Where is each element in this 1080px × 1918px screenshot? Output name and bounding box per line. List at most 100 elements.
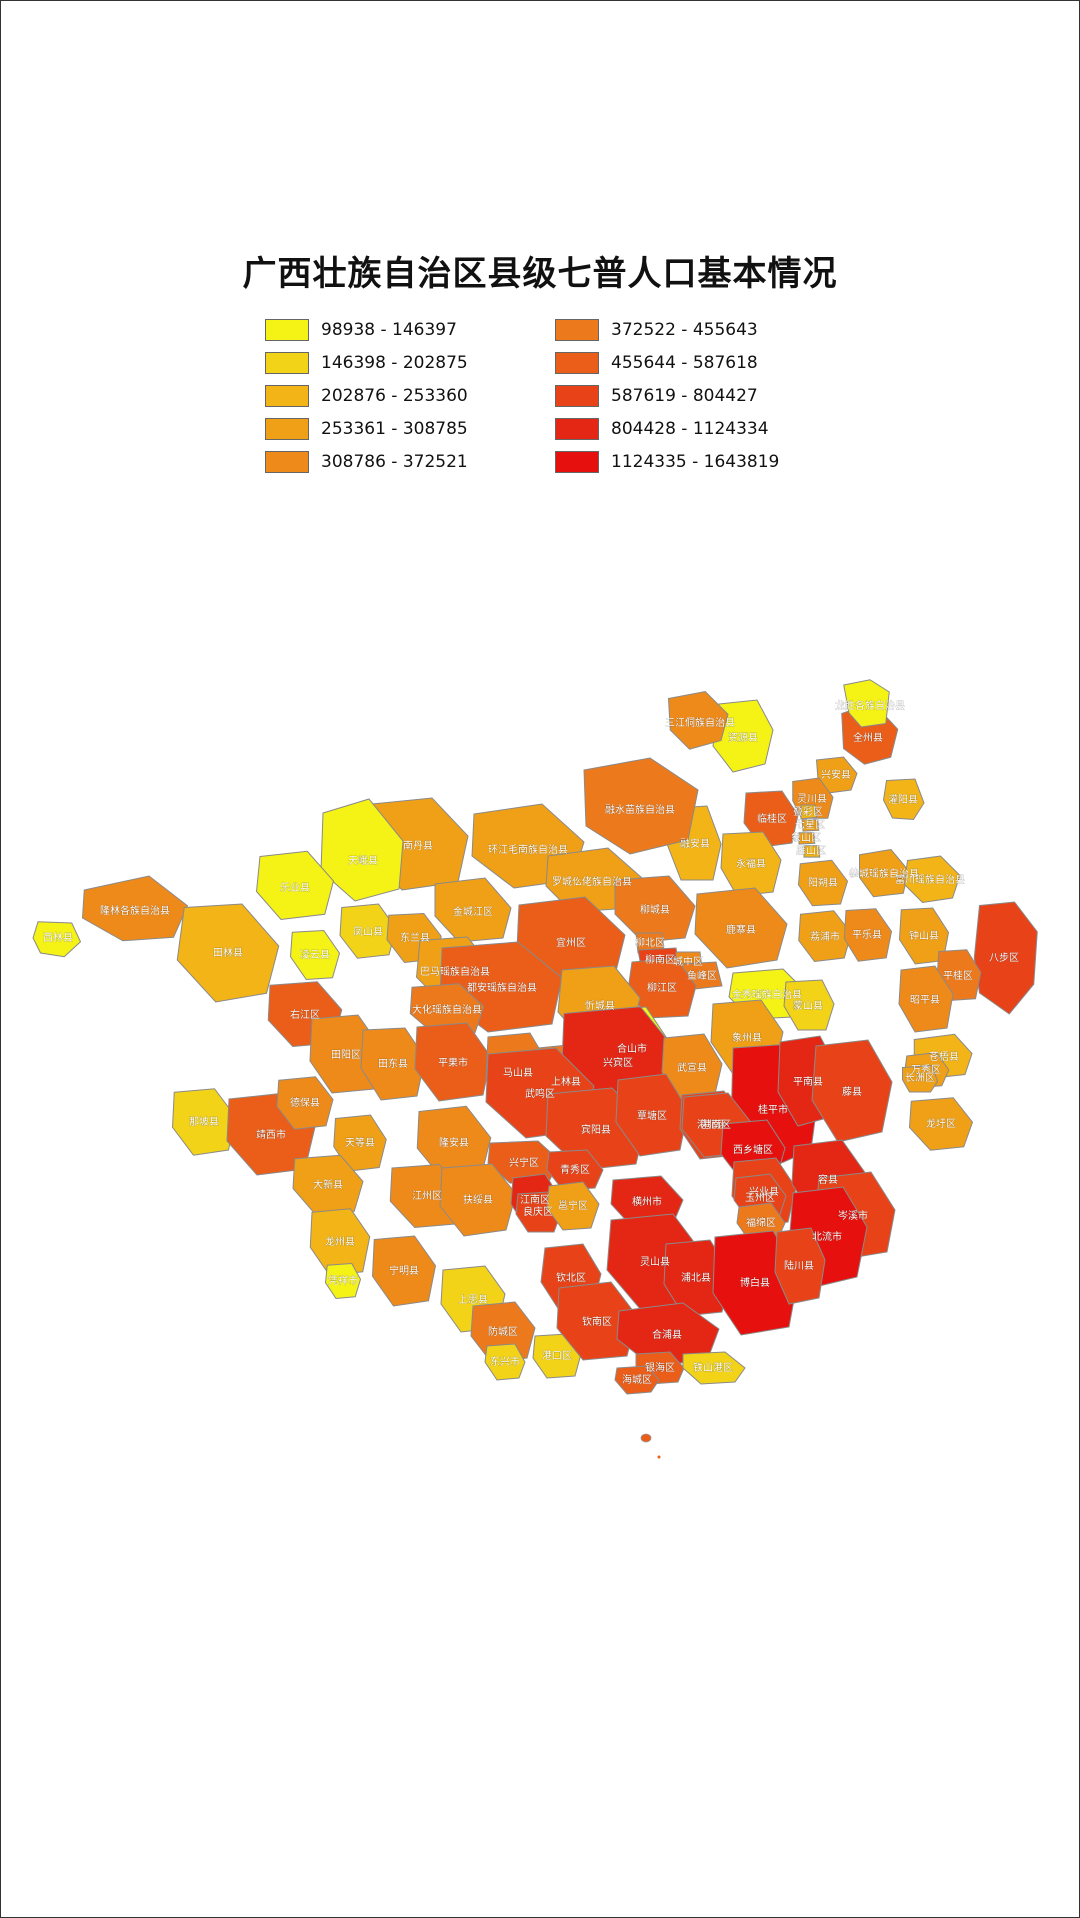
region-label: 临桂区 [757, 812, 787, 825]
region-label: 东兰县 [400, 931, 430, 944]
region-label: 西乡塘区 [733, 1143, 773, 1156]
region-14 [797, 859, 849, 907]
region-79 [546, 1149, 604, 1191]
region-label: 扶绥县 [463, 1193, 493, 1206]
legend-label: 372522 - 455643 [611, 320, 758, 340]
region-label: 龙圩区 [926, 1117, 956, 1130]
region-label: 象山区 [791, 832, 821, 844]
region-70 [333, 1114, 387, 1172]
region-31 [614, 875, 696, 943]
region-label: 蒙山县 [793, 999, 823, 1012]
region-16 [903, 855, 961, 904]
legend-swatch [555, 451, 599, 473]
region-label: 海城区 [622, 1373, 652, 1386]
legend-swatch [265, 352, 309, 374]
legend-item: 455644 - 587618 [555, 351, 758, 375]
region-label: 大化瑶族自治县 [412, 1003, 482, 1016]
region-label: 宾阳县 [581, 1123, 611, 1136]
region-62 [811, 1039, 893, 1143]
region-45 [409, 983, 485, 1036]
region-label: 宜州区 [556, 936, 586, 949]
region-label: 巴马瑶族自治县 [420, 965, 490, 978]
legend-item: 308786 - 372521 [265, 450, 468, 474]
region-label: 港北区 [697, 1119, 727, 1131]
region-25 [255, 850, 335, 921]
legend-swatch [265, 385, 309, 407]
region-label: 富川瑶族自治县 [895, 873, 965, 886]
region-86 [439, 1163, 517, 1237]
region-label: 柳城县 [640, 903, 670, 916]
region-label: 武鸣区 [525, 1087, 555, 1100]
legend-swatch [555, 385, 599, 407]
region-24 [176, 903, 280, 1003]
region-label: 合山市 [617, 1042, 647, 1055]
legend-swatch [265, 418, 309, 440]
region-54 [414, 1022, 492, 1102]
region-label: 柳南区 [645, 953, 675, 966]
island-weizhou [640, 1433, 652, 1443]
region-67 [171, 1088, 237, 1156]
legend-swatch [555, 352, 599, 374]
region-label: 浦北县 [681, 1271, 711, 1284]
region-label: 都安瑶族自治县 [467, 981, 537, 994]
region-1 [712, 699, 774, 773]
region-5 [882, 778, 925, 821]
legend-swatch [265, 319, 309, 341]
region-label: 银海区 [645, 1361, 675, 1374]
region-label: 万秀区 [911, 1064, 941, 1076]
region-label: 博白县 [740, 1276, 770, 1289]
region-69 [276, 1076, 334, 1130]
region-label: 南丹县 [403, 839, 433, 852]
region-label: 永福县 [736, 857, 766, 870]
region-label: 钦北区 [556, 1272, 586, 1284]
region-label: 平乐县 [852, 929, 882, 941]
region-label: 港南区 [701, 1118, 731, 1131]
region-label: 藤县 [842, 1086, 862, 1098]
region-label: 叠彩区 [793, 806, 823, 818]
region-9 [801, 819, 820, 832]
region-label: 资源县 [728, 731, 758, 744]
region-15 [859, 848, 910, 898]
region-label: 柳北区 [635, 936, 665, 949]
region-10 [798, 832, 816, 845]
region-2 [843, 679, 890, 728]
region-11 [803, 845, 821, 858]
region-101 [774, 1227, 826, 1305]
legend-item: 202876 - 253360 [265, 384, 468, 408]
region-33 [798, 910, 852, 963]
region-53 [360, 1027, 426, 1101]
region-label: 城中区 [673, 955, 703, 968]
region-23 [81, 875, 189, 942]
region-label: 天峨县 [348, 855, 378, 867]
legend-swatch [555, 418, 599, 440]
region-103 [484, 1343, 526, 1381]
region-label: 福绵区 [746, 1216, 776, 1229]
legend-item: 98938 - 146397 [265, 318, 457, 342]
region-label: 东兴市 [490, 1355, 520, 1368]
region-label: 江州区 [412, 1190, 442, 1202]
region-label: 良庆区 [523, 1205, 553, 1218]
region-label: 青秀区 [560, 1163, 590, 1176]
region-label: 北流市 [812, 1230, 842, 1243]
region-28 [289, 929, 341, 981]
region-label: 兴宾区 [603, 1056, 633, 1069]
region-93 [309, 1208, 371, 1276]
region-label: 平果市 [438, 1056, 468, 1069]
legend-item: 1124335 - 1643819 [555, 450, 779, 474]
region-label: 天等县 [345, 1136, 375, 1149]
region-label: 灌阳县 [888, 794, 918, 806]
region-label: 覃塘区 [637, 1109, 667, 1122]
region-label: 金秀瑶族自治县 [732, 988, 802, 1001]
region-label: 右江区 [290, 1008, 320, 1021]
region-74 [615, 1073, 689, 1157]
legend-swatch [265, 451, 309, 473]
region-label: 邕宁区 [558, 1199, 588, 1212]
region-17 [583, 757, 699, 855]
region-label: 柳江区 [647, 981, 677, 994]
region-label: 兴宁区 [509, 1156, 539, 1169]
region-label: 凌云县 [300, 948, 330, 961]
region-label: 恭城瑶族自治县 [849, 867, 919, 880]
region-label: 田东县 [378, 1057, 408, 1070]
region-95 [371, 1235, 437, 1307]
legend-item: 253361 - 308785 [265, 417, 468, 441]
